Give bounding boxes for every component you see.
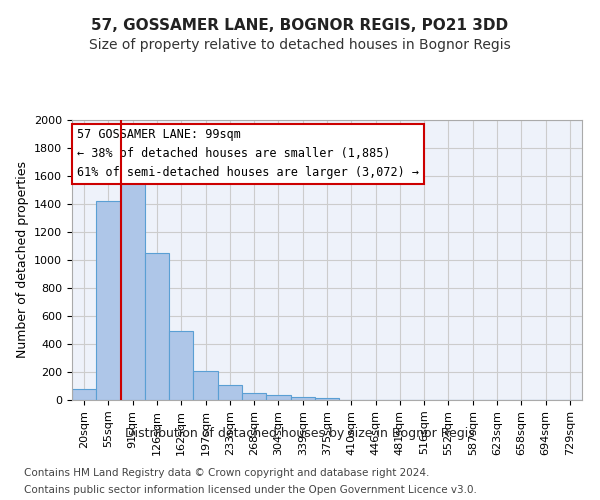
- Bar: [145, 253, 169, 400]
- Bar: [72, 389, 96, 400]
- Bar: [266, 395, 290, 400]
- Bar: [121, 174, 145, 400]
- Bar: [96, 201, 121, 400]
- Y-axis label: Number of detached properties: Number of detached properties: [16, 162, 29, 358]
- Bar: [193, 372, 218, 400]
- Bar: [290, 396, 315, 400]
- Bar: [242, 393, 266, 400]
- Text: Contains HM Land Registry data © Crown copyright and database right 2024.: Contains HM Land Registry data © Crown c…: [24, 468, 430, 477]
- Bar: [169, 332, 193, 400]
- Text: Size of property relative to detached houses in Bognor Regis: Size of property relative to detached ho…: [89, 38, 511, 52]
- Text: Contains public sector information licensed under the Open Government Licence v3: Contains public sector information licen…: [24, 485, 477, 495]
- Text: 57, GOSSAMER LANE, BOGNOR REGIS, PO21 3DD: 57, GOSSAMER LANE, BOGNOR REGIS, PO21 3D…: [91, 18, 509, 32]
- Bar: [315, 398, 339, 400]
- Text: Distribution of detached houses by size in Bognor Regis: Distribution of detached houses by size …: [125, 428, 475, 440]
- Text: 57 GOSSAMER LANE: 99sqm
← 38% of detached houses are smaller (1,885)
61% of semi: 57 GOSSAMER LANE: 99sqm ← 38% of detache…: [77, 128, 419, 180]
- Bar: [218, 386, 242, 400]
